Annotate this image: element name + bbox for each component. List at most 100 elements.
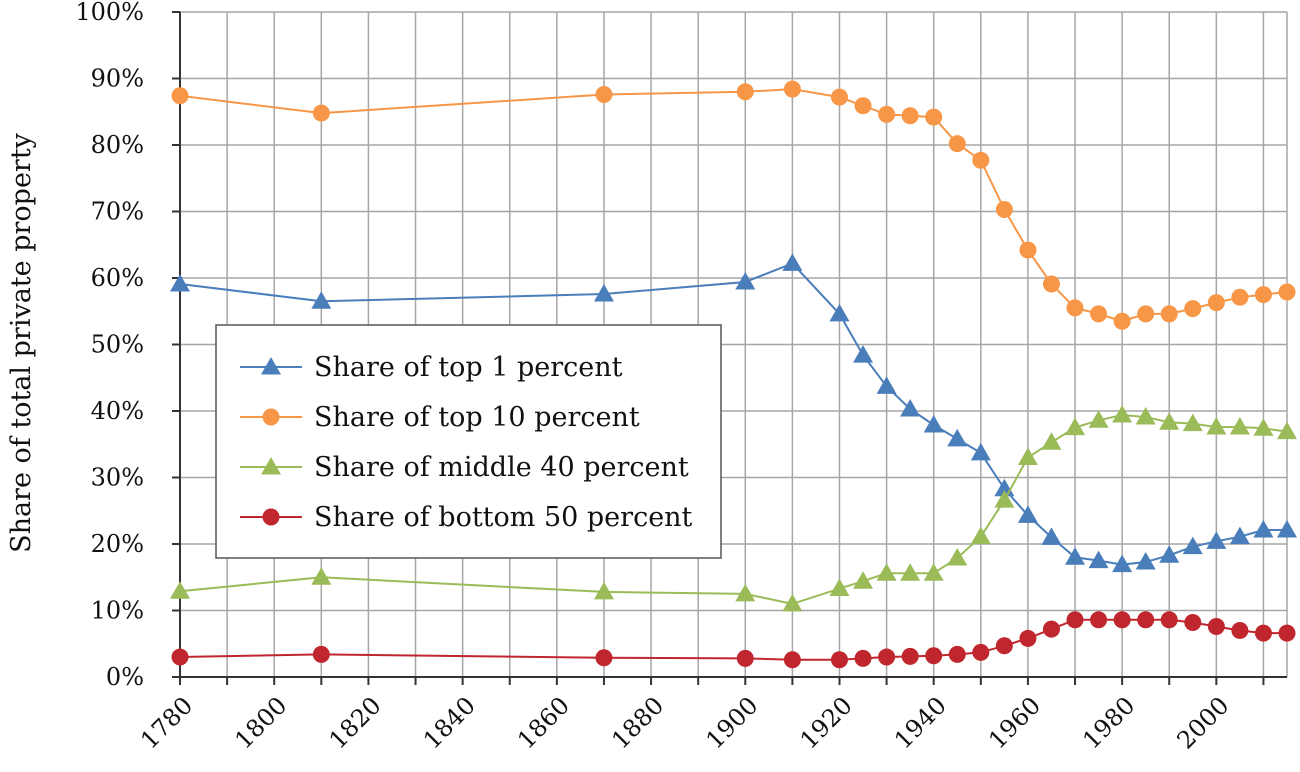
data-point [171,87,189,105]
data-point [783,80,801,98]
data-point [1160,305,1178,323]
data-point [854,649,872,667]
data-point [1253,520,1274,538]
data-point [1254,286,1272,304]
data-point [171,648,189,666]
x-tick-label: 1780 [135,691,198,754]
y-tick-label: 60% [91,264,144,292]
y-tick-label: 90% [91,65,144,93]
data-point [829,578,850,597]
x-tick-label: 1960 [983,691,1046,754]
data-point [782,253,803,271]
data-point [972,151,990,169]
data-point [593,283,614,302]
data-point [1113,611,1131,629]
data-point [595,649,613,667]
data-point [900,563,921,581]
data-point [1135,551,1156,570]
x-tick-label: 1820 [324,691,387,754]
data-point [1207,617,1225,635]
data-point [261,357,281,375]
data-point [925,108,943,126]
data-point [261,457,281,475]
y-tick-labels: 0% 10% 20% 30% 40% 50% 60% 70% 80% 90% 100% [75,0,144,691]
y-axis-title: Share of total private property [6,132,37,553]
data-point [1159,412,1180,430]
data-point [876,563,897,581]
y-tick-label: 0% [106,663,144,691]
data-point [1278,624,1296,642]
series-1 [170,253,1297,573]
data-point [1065,417,1086,436]
data-point [853,571,874,589]
data-point [1206,416,1227,435]
data-point [1041,432,1062,450]
data-point [947,428,968,447]
data-point [925,647,943,665]
data-point [1160,611,1178,629]
data-point [312,645,330,663]
x-tick-labels: 1780 1800 1820 1840 1860 1880 1900 1920 1940 1960… [135,691,1234,754]
data-point [1135,406,1156,425]
data-point [783,651,801,669]
data-point [1042,620,1060,638]
data-point [1231,288,1249,306]
data-point [1019,241,1037,259]
legend-box [215,324,722,559]
legend: Share of top 1 percent Share of top 10 pe… [215,324,722,559]
data-point [1088,550,1109,569]
data-point [901,107,919,125]
x-tick-label: 1840 [418,691,481,754]
data-point [853,345,874,363]
data-point [311,567,332,585]
data-point [923,414,944,433]
y-tick-label: 80% [91,131,144,159]
data-point [948,645,966,663]
data-point [854,97,872,115]
data-point [1182,536,1203,555]
data-point [735,271,756,290]
data-point [900,399,921,417]
legend-item: Share of bottom 50 percent [240,502,693,533]
data-point [1066,299,1084,317]
y-tick-label: 100% [75,0,144,26]
data-point [830,88,848,106]
data-point [595,85,613,103]
data-point [995,637,1013,655]
legend-item: Share of middle 40 percent [240,452,689,483]
data-point [1137,305,1155,323]
data-point [736,649,754,667]
data-point [1229,416,1250,435]
data-point [1184,613,1202,631]
data-point [1090,305,1108,323]
y-tick-label: 40% [91,397,144,425]
data-point [995,201,1013,219]
data-point [1137,611,1155,629]
data-point [735,583,756,602]
data-point [1112,554,1133,573]
series-4 [171,611,1296,669]
data-point [1090,611,1108,629]
legend-label: Share of top 1 percent [314,352,623,383]
y-tick-label: 20% [91,530,144,558]
data-point [1277,421,1297,440]
data-point [1019,629,1037,647]
series-3 [170,404,1297,612]
data-point [1206,531,1227,549]
data-point [878,648,896,666]
data-point [1088,410,1109,428]
data-point [262,508,280,526]
x-tick-label: 1800 [229,691,292,754]
series-2 [171,80,1296,330]
data-point [312,104,330,122]
data-point [593,581,614,600]
data-point [1042,275,1060,293]
data-point [1065,547,1086,565]
data-point [1207,294,1225,312]
data-point [1277,520,1297,538]
series-line [179,88,1288,323]
data-point [1017,447,1038,466]
y-tick-label: 10% [91,597,144,625]
data-point [876,376,897,394]
data-point [1017,505,1038,523]
